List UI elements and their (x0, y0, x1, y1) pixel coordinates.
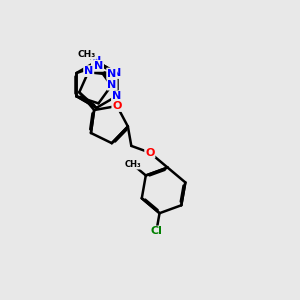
Text: O: O (112, 101, 122, 111)
Text: N: N (107, 68, 116, 79)
Text: CH₃: CH₃ (124, 160, 141, 169)
Text: N: N (107, 80, 117, 90)
Text: N: N (94, 61, 103, 71)
Text: N: N (112, 68, 121, 78)
Text: Cl: Cl (150, 226, 162, 236)
Text: CH₃: CH₃ (78, 50, 96, 59)
Text: O: O (145, 148, 154, 158)
Text: N: N (112, 91, 121, 101)
Text: N: N (84, 66, 93, 76)
Text: N: N (92, 56, 101, 66)
